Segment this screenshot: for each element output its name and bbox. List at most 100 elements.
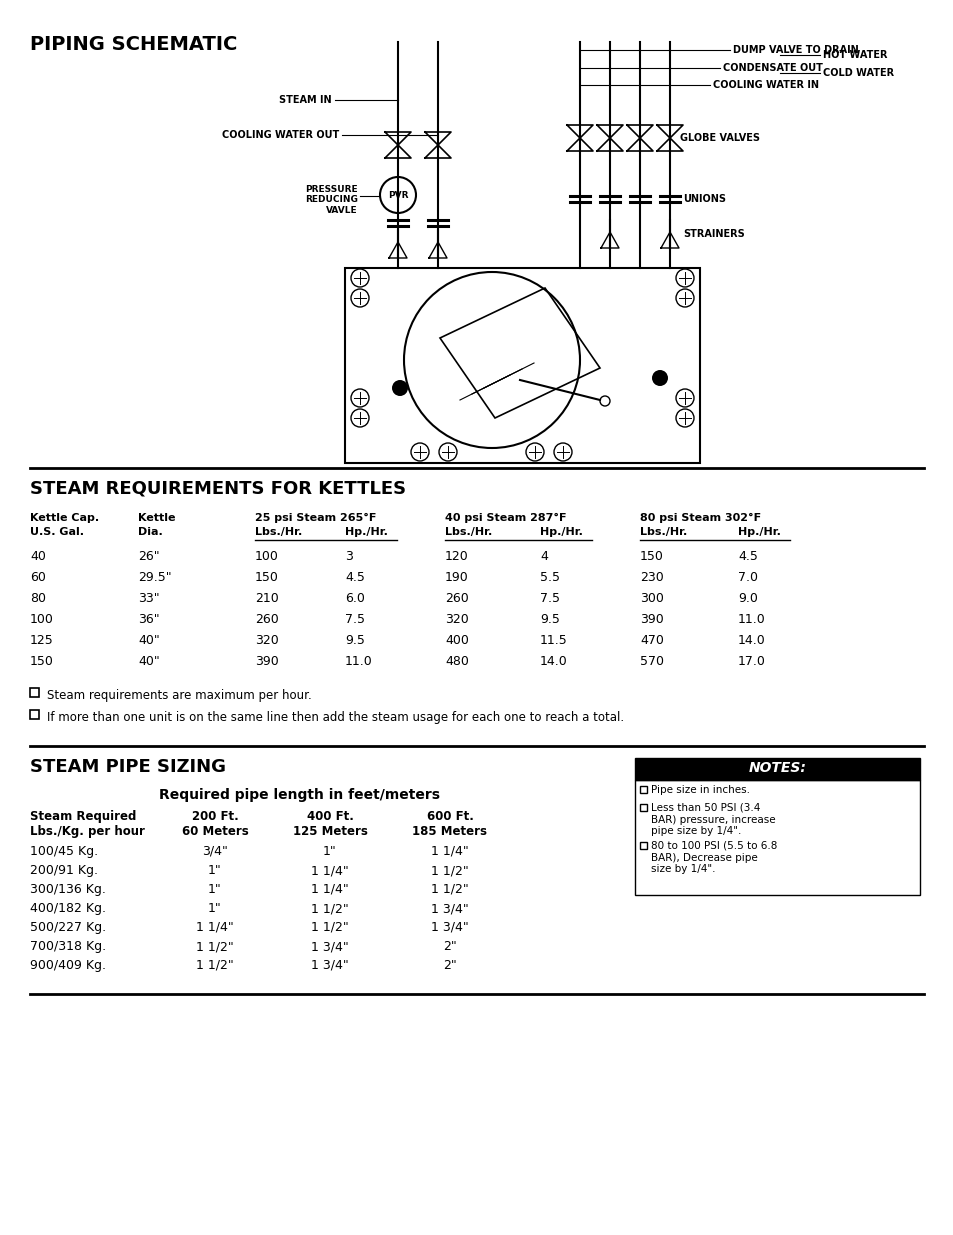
Text: 200 Ft.: 200 Ft.: [192, 810, 238, 823]
Text: 100: 100: [30, 613, 53, 626]
Text: 1 1/2": 1 1/2": [431, 864, 468, 877]
Text: 1 1/4": 1 1/4": [431, 845, 468, 858]
Text: 185 Meters: 185 Meters: [412, 825, 487, 839]
Text: STEAM IN: STEAM IN: [279, 95, 332, 105]
Text: 40 psi Steam 287°F: 40 psi Steam 287°F: [444, 513, 566, 524]
Text: 11.0: 11.0: [345, 655, 373, 668]
Text: 100/45 Kg.: 100/45 Kg.: [30, 845, 98, 858]
Text: 40": 40": [138, 634, 159, 647]
Text: Steam requirements are maximum per hour.: Steam requirements are maximum per hour.: [47, 689, 312, 701]
Text: 600 Ft.: 600 Ft.: [426, 810, 473, 823]
Text: 1": 1": [208, 864, 222, 877]
Text: Steam Required: Steam Required: [30, 810, 136, 823]
Text: Required pipe length in feet/meters: Required pipe length in feet/meters: [159, 788, 440, 802]
Text: 470: 470: [639, 634, 663, 647]
Text: 1": 1": [323, 845, 336, 858]
Text: 150: 150: [639, 550, 663, 563]
Text: 11.0: 11.0: [738, 613, 765, 626]
Text: 11.5: 11.5: [539, 634, 567, 647]
Text: U.S. Gal.: U.S. Gal.: [30, 527, 84, 537]
Text: CONDENSATE OUT: CONDENSATE OUT: [722, 63, 822, 73]
Text: Lbs./Hr.: Lbs./Hr.: [254, 527, 302, 537]
Text: 5.5: 5.5: [539, 571, 559, 584]
Text: 7.5: 7.5: [345, 613, 365, 626]
Text: GLOBE VALVES: GLOBE VALVES: [679, 133, 760, 143]
Text: 4: 4: [539, 550, 547, 563]
Text: 9.5: 9.5: [345, 634, 364, 647]
Text: 260: 260: [254, 613, 278, 626]
Text: 210: 210: [254, 592, 278, 605]
Text: 190: 190: [444, 571, 468, 584]
Text: 125 Meters: 125 Meters: [293, 825, 367, 839]
Text: 9.0: 9.0: [738, 592, 757, 605]
Text: 125: 125: [30, 634, 53, 647]
Text: Kettle Cap.: Kettle Cap.: [30, 513, 99, 522]
Bar: [30, 710, 39, 719]
Text: 900/409 Kg.: 900/409 Kg.: [30, 960, 106, 972]
Text: 9.5: 9.5: [539, 613, 559, 626]
Text: 80: 80: [30, 592, 46, 605]
Text: Hp./Hr.: Hp./Hr.: [539, 527, 582, 537]
Text: 100: 100: [254, 550, 278, 563]
Text: 1 1/4": 1 1/4": [196, 921, 233, 934]
Text: 2": 2": [442, 940, 456, 953]
Text: 36": 36": [138, 613, 159, 626]
Text: 6.0: 6.0: [345, 592, 364, 605]
Text: Pipe size in inches.: Pipe size in inches.: [650, 785, 749, 795]
Bar: [639, 842, 646, 848]
Text: 150: 150: [30, 655, 53, 668]
Text: 29.5": 29.5": [138, 571, 172, 584]
Text: 120: 120: [444, 550, 468, 563]
Text: STEAM PIPE SIZING: STEAM PIPE SIZING: [30, 758, 226, 776]
Text: Hp./Hr.: Hp./Hr.: [738, 527, 781, 537]
Text: 390: 390: [639, 613, 663, 626]
Text: Hp./Hr.: Hp./Hr.: [345, 527, 388, 537]
Text: 480: 480: [444, 655, 468, 668]
Text: 300/136 Kg.: 300/136 Kg.: [30, 883, 106, 897]
Text: 500/227 Kg.: 500/227 Kg.: [30, 921, 106, 934]
Text: 40": 40": [138, 655, 159, 668]
Text: UNIONS: UNIONS: [682, 194, 725, 204]
Text: PVR: PVR: [387, 190, 408, 200]
Text: 320: 320: [254, 634, 278, 647]
Text: 1 1/2": 1 1/2": [196, 960, 233, 972]
Text: 1": 1": [208, 902, 222, 915]
Text: 230: 230: [639, 571, 663, 584]
Text: 260: 260: [444, 592, 468, 605]
Text: NOTES:: NOTES:: [748, 761, 805, 776]
Text: 25 psi Steam 265°F: 25 psi Steam 265°F: [254, 513, 376, 524]
Text: 390: 390: [254, 655, 278, 668]
Text: 80 to 100 PSI (5.5 to 6.8
BAR), Decrease pipe
size by 1/4".: 80 to 100 PSI (5.5 to 6.8 BAR), Decrease…: [650, 841, 777, 874]
Text: 14.0: 14.0: [738, 634, 765, 647]
Text: 400: 400: [444, 634, 468, 647]
Text: 2": 2": [442, 960, 456, 972]
Text: Lbs./Hr.: Lbs./Hr.: [444, 527, 492, 537]
Text: Dia.: Dia.: [138, 527, 163, 537]
Text: 1": 1": [208, 883, 222, 897]
Text: 1 3/4": 1 3/4": [431, 902, 468, 915]
Text: 33": 33": [138, 592, 159, 605]
Text: 400/182 Kg.: 400/182 Kg.: [30, 902, 106, 915]
Text: STEAM REQUIREMENTS FOR KETTLES: STEAM REQUIREMENTS FOR KETTLES: [30, 480, 406, 498]
Text: Lbs./Hr.: Lbs./Hr.: [639, 527, 686, 537]
Text: 570: 570: [639, 655, 663, 668]
Text: 320: 320: [444, 613, 468, 626]
Text: 150: 150: [254, 571, 278, 584]
Text: 700/318 Kg.: 700/318 Kg.: [30, 940, 106, 953]
Text: 1 3/4": 1 3/4": [311, 960, 349, 972]
Text: 300: 300: [639, 592, 663, 605]
Text: 400 Ft.: 400 Ft.: [306, 810, 353, 823]
Text: Lbs./Kg. per hour: Lbs./Kg. per hour: [30, 825, 145, 839]
Text: PIPING SCHEMATIC: PIPING SCHEMATIC: [30, 35, 237, 54]
Text: 80 psi Steam 302°F: 80 psi Steam 302°F: [639, 513, 760, 524]
Text: 14.0: 14.0: [539, 655, 567, 668]
Text: 7.5: 7.5: [539, 592, 559, 605]
Bar: [345, 268, 700, 463]
Text: 1 1/2": 1 1/2": [311, 902, 349, 915]
Bar: [635, 781, 919, 895]
Text: 60 Meters: 60 Meters: [181, 825, 248, 839]
Text: 1 1/4": 1 1/4": [311, 883, 349, 897]
Text: 3: 3: [345, 550, 353, 563]
Bar: [30, 688, 39, 697]
Text: 1 3/4": 1 3/4": [431, 921, 468, 934]
